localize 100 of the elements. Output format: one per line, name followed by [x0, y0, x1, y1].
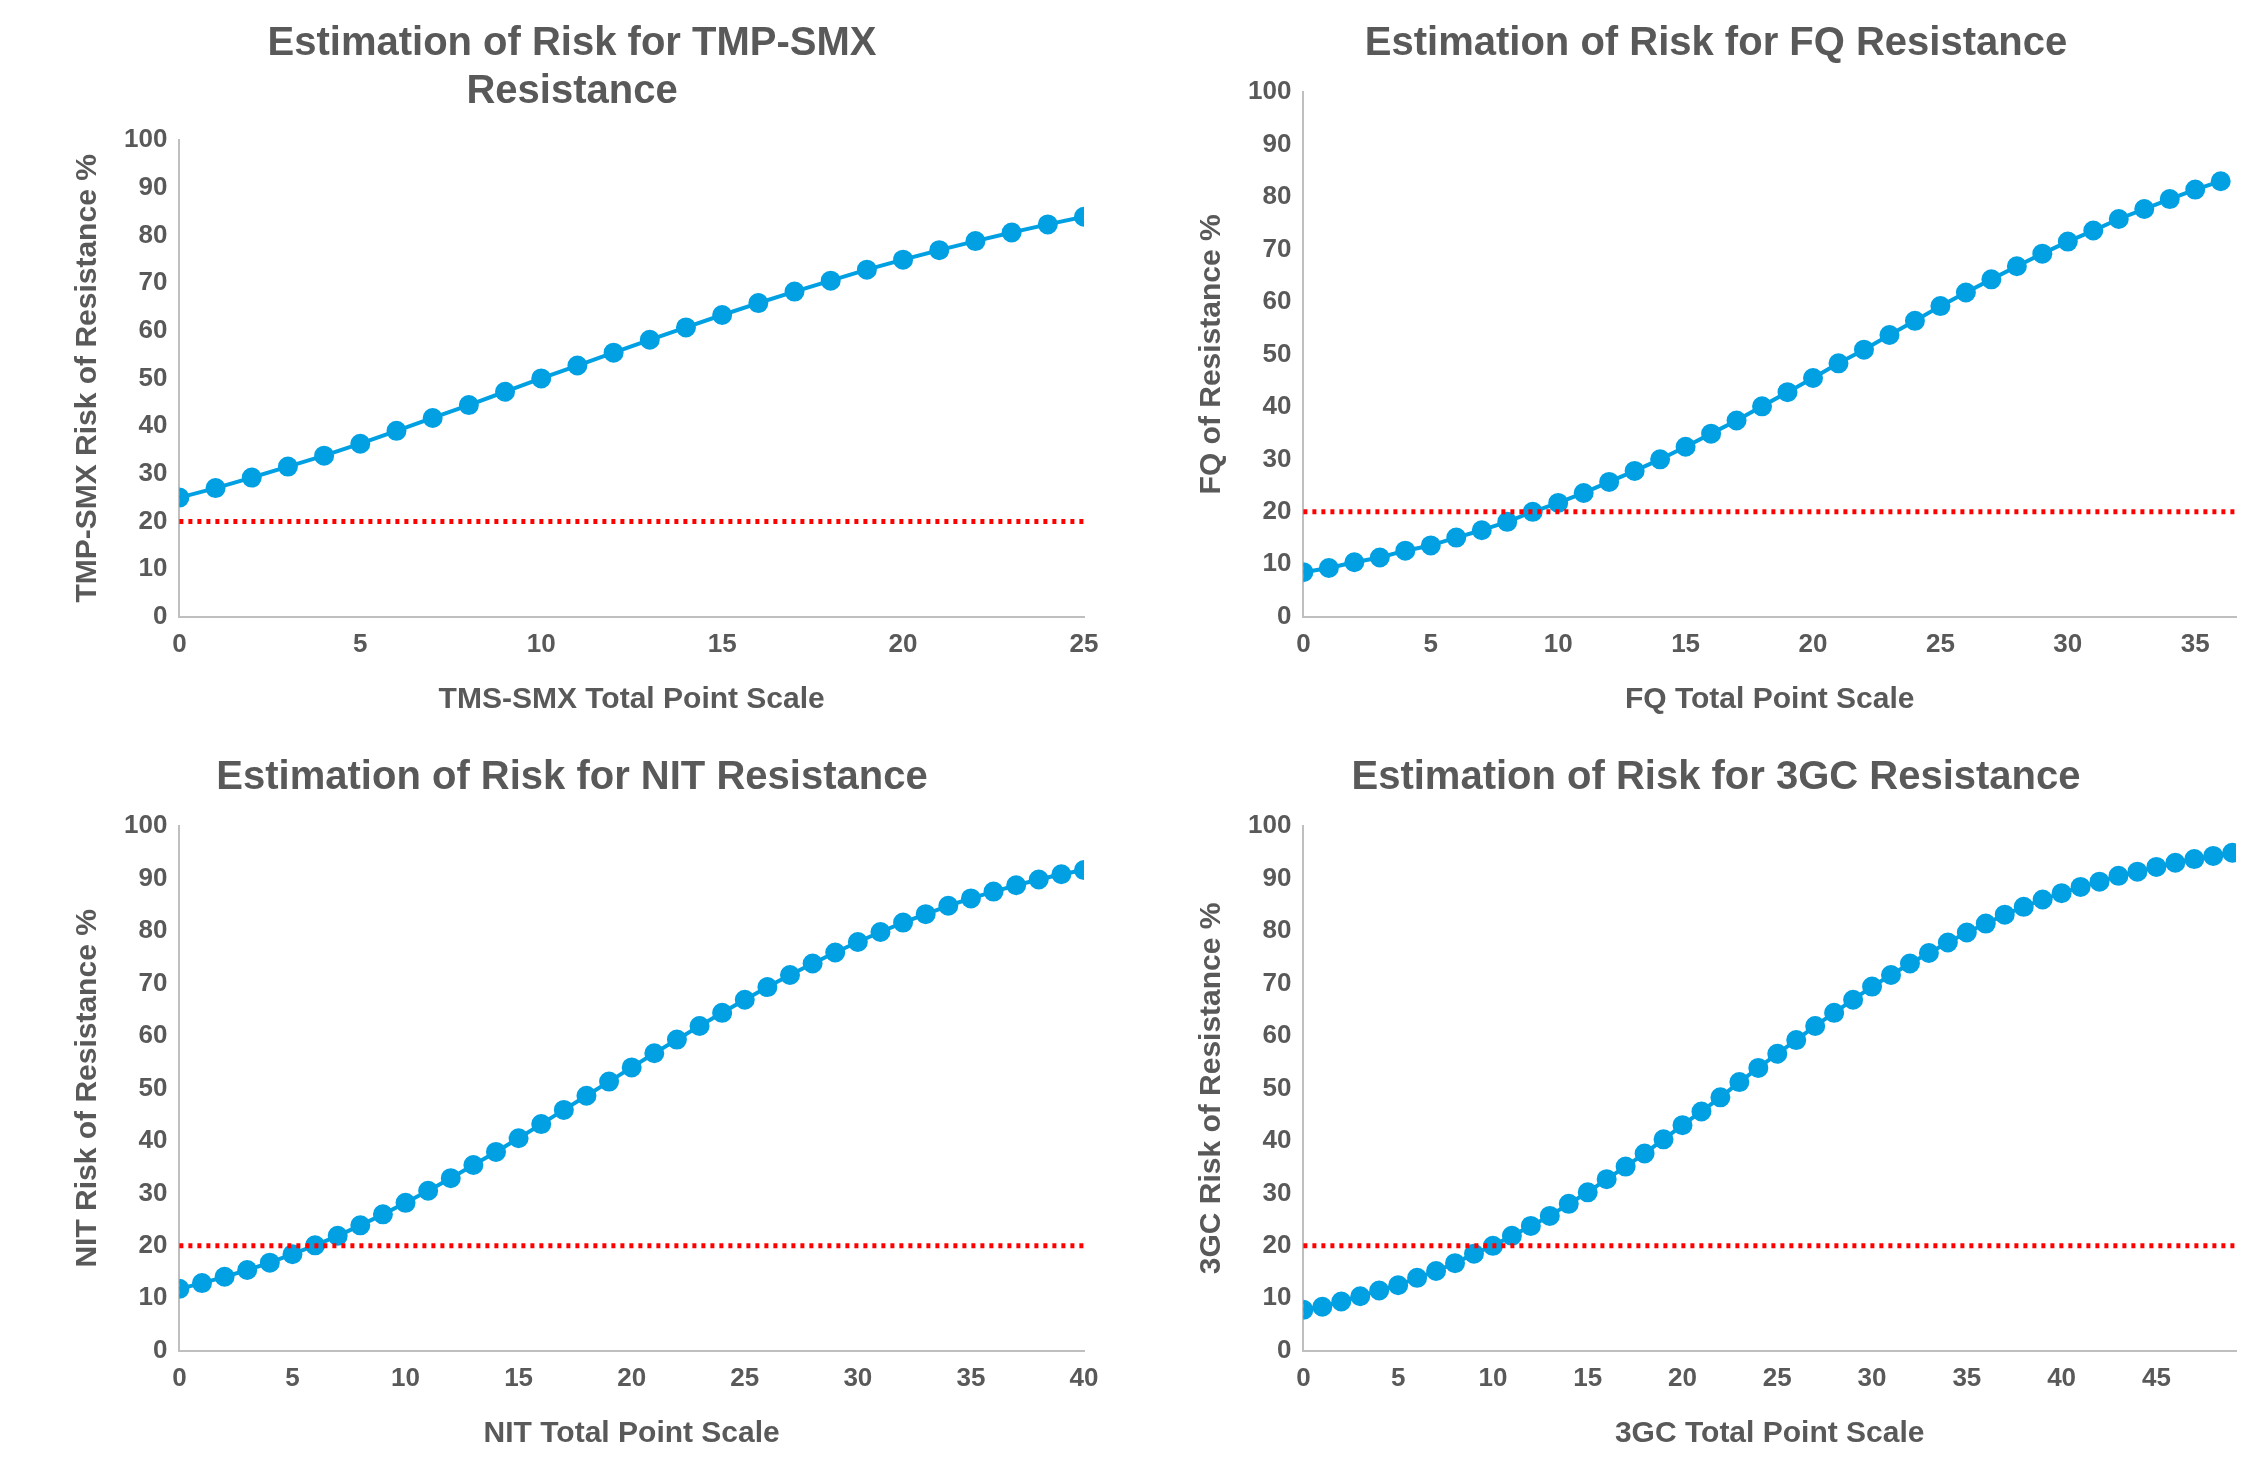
point — [847, 931, 868, 952]
y-tick-label: 100 — [1247, 75, 1292, 106]
point — [1862, 976, 1883, 997]
x-tick-label: 20 — [1798, 627, 1828, 658]
x-axis-title: FQ Total Point Scale — [1624, 681, 1915, 715]
y-tick-label: 90 — [1262, 861, 1292, 892]
point — [983, 881, 1004, 902]
point — [780, 965, 800, 986]
x-axis-title: 3GC Total Point Scale — [1614, 1415, 1925, 1449]
y-tick-label: 70 — [138, 266, 168, 297]
point — [1539, 1205, 1560, 1226]
y-tick-label: 80 — [1262, 180, 1292, 211]
point — [757, 977, 778, 998]
x-tick-label: 10 — [391, 1361, 420, 1392]
point — [2210, 171, 2231, 192]
point — [418, 1180, 439, 1201]
point — [422, 407, 443, 428]
point — [2203, 845, 2224, 866]
point — [350, 433, 371, 454]
point — [938, 895, 959, 916]
y-tick-label: 40 — [138, 1124, 168, 1155]
point — [856, 259, 877, 280]
y-tick-label: 20 — [1262, 1229, 1292, 1260]
point — [1369, 1280, 1390, 1301]
point — [1803, 368, 1824, 389]
point — [1634, 1143, 1655, 1164]
x-tick-label: 5 — [285, 1361, 300, 1392]
y-tick-label: 0 — [1276, 1333, 1292, 1364]
point — [1388, 1275, 1409, 1296]
point — [1331, 1291, 1352, 1312]
y-axis-title: FQ of Resistance % — [1193, 214, 1227, 495]
point — [192, 1273, 212, 1294]
x-tick-label: 40 — [1069, 1361, 1099, 1392]
point — [2184, 849, 2205, 870]
point — [1446, 527, 1467, 548]
point — [1369, 547, 1390, 568]
point — [1975, 913, 1996, 934]
point — [2083, 220, 2104, 241]
y-tick-label: 50 — [138, 361, 168, 392]
point — [1051, 864, 1072, 885]
y-axis-title: TMP-SMX Risk of Resistance % — [69, 154, 103, 603]
point — [508, 1128, 529, 1149]
point — [1599, 471, 1620, 492]
point — [463, 1155, 484, 1176]
point — [960, 888, 981, 909]
y-tick-label: 30 — [1262, 442, 1292, 473]
point — [2165, 852, 2186, 873]
point — [1752, 396, 1773, 417]
point — [1653, 1129, 1674, 1150]
x-tick-label: 30 — [1857, 1361, 1887, 1392]
x-axis-title: TMS-SMX Total Point Scale — [438, 681, 825, 715]
x-tick-label: 10 — [526, 627, 556, 658]
y-tick-label: 10 — [1262, 547, 1292, 578]
y-tick-label: 60 — [1262, 1019, 1292, 1050]
point — [495, 381, 516, 402]
x-tick-label: 30 — [2053, 627, 2083, 658]
point — [1318, 557, 1339, 578]
point — [1881, 965, 1902, 986]
point — [603, 342, 624, 363]
point — [350, 1215, 371, 1236]
y-tick-label: 100 — [123, 123, 168, 154]
point — [567, 355, 588, 376]
point — [2185, 179, 2206, 200]
point — [1596, 1169, 1617, 1190]
point — [372, 1204, 393, 1225]
point — [1463, 1243, 1484, 1264]
x-tick-label: 0 — [172, 627, 187, 658]
point — [1573, 482, 1594, 503]
point — [1937, 932, 1958, 953]
x-tick-label: 45 — [2141, 1361, 2171, 1392]
x-tick-label: 35 — [956, 1361, 986, 1392]
chart-title: Estimation of Risk for FQ Resistance — [1364, 19, 2068, 64]
y-tick-label: 0 — [152, 1333, 168, 1364]
y-tick-label: 10 — [138, 1281, 168, 1312]
point — [820, 270, 841, 291]
point — [1767, 1043, 1788, 1064]
point — [1548, 492, 1569, 513]
point — [1904, 310, 1925, 331]
chart-title: Estimation of Risk for TMP-SMX Resistance — [267, 19, 877, 112]
point — [1748, 1057, 1769, 1078]
point — [2146, 856, 2167, 877]
point — [929, 240, 950, 261]
point — [1420, 535, 1441, 556]
y-tick-label: 60 — [138, 313, 168, 344]
point — [1701, 423, 1722, 444]
point — [314, 445, 335, 466]
y-tick-label: 70 — [1262, 232, 1292, 263]
x-axis-title: NIT Total Point Scale — [483, 1415, 780, 1449]
point — [1955, 282, 1976, 303]
y-tick-label: 0 — [1276, 599, 1292, 630]
point — [327, 1225, 348, 1246]
point — [1520, 1215, 1541, 1236]
x-tick-label: 35 — [1952, 1361, 1982, 1392]
point — [1650, 449, 1671, 470]
point — [1558, 1193, 1579, 1214]
chart-title: Estimation of Risk for 3GC Resistance — [1351, 753, 2081, 798]
y-tick-label: 30 — [1262, 1176, 1292, 1207]
point — [1994, 904, 2015, 925]
point — [2134, 199, 2155, 220]
point — [531, 1114, 552, 1135]
